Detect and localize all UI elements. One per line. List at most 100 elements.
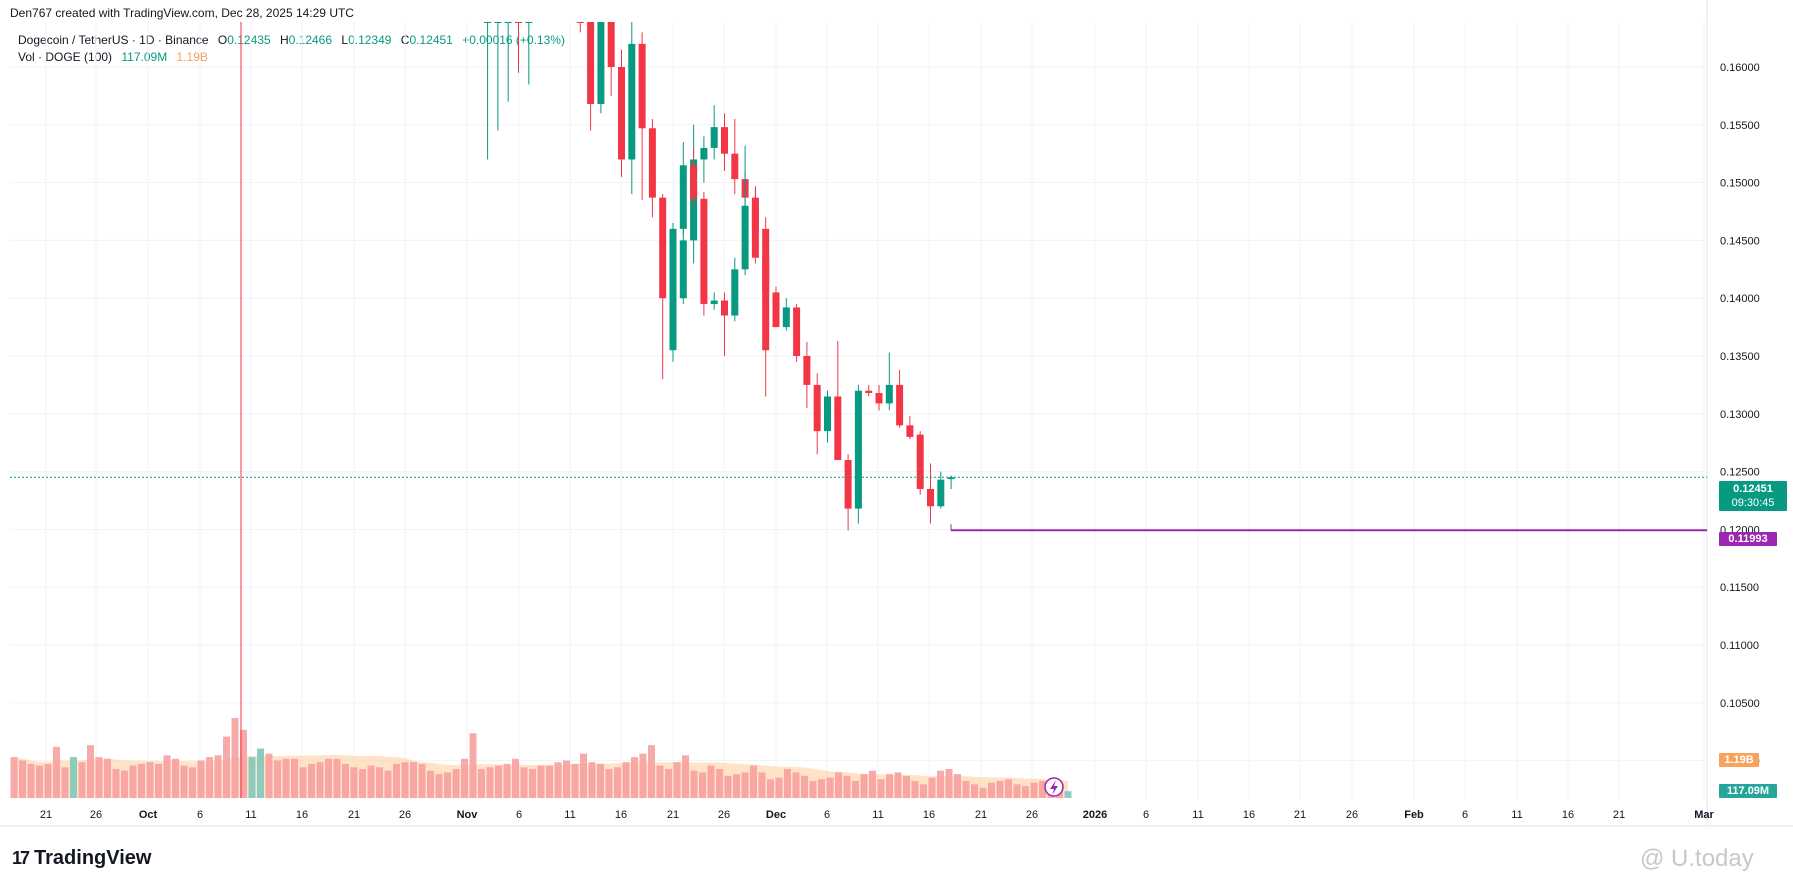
volume-bar	[614, 767, 621, 798]
volume-bar	[265, 753, 273, 798]
volume-bar	[155, 763, 162, 798]
volume-bar	[886, 774, 893, 798]
volume-bar	[818, 779, 825, 798]
volume-bar	[699, 772, 706, 798]
candle-body	[731, 153, 739, 180]
x-tick-label: Mar	[1694, 809, 1714, 821]
volume-bar	[512, 758, 519, 798]
volume-bar	[860, 774, 868, 798]
close-value: 0.12451	[409, 33, 453, 47]
volume-bar	[36, 765, 43, 798]
volume-bar	[231, 717, 239, 798]
volume-bar	[418, 763, 426, 798]
low-label: L	[341, 33, 349, 47]
volume-bar	[342, 763, 349, 798]
x-tick-label: 6	[516, 809, 522, 821]
x-tick-label: 21	[667, 809, 679, 821]
volume-bar	[648, 745, 655, 798]
candle-body	[896, 384, 904, 426]
x-tick-label: Oct	[139, 809, 158, 821]
volume-bar	[775, 777, 783, 798]
volume-bar	[223, 736, 230, 798]
volume-bar	[333, 758, 341, 798]
high-value: 0.12466	[288, 33, 333, 47]
volume-bar	[733, 774, 740, 798]
candle-body	[937, 479, 945, 507]
volume-bar	[843, 775, 851, 798]
candle-body	[772, 292, 780, 328]
candle-body	[659, 197, 667, 299]
lightning-bolt-icon	[1050, 780, 1058, 795]
volume-bar	[563, 760, 570, 798]
volume-bar	[350, 767, 358, 798]
candle-body	[525, 22, 533, 23]
volume-tag: 117.09M	[1719, 784, 1777, 798]
x-tick-label: 6	[824, 809, 830, 821]
x-tick-label: 16	[1243, 809, 1255, 821]
candle-body	[844, 460, 852, 509]
candle-body	[587, 22, 595, 104]
volume-bar	[945, 769, 953, 798]
x-tick-label: 26	[718, 809, 730, 821]
candle-body	[906, 425, 914, 437]
x-tick-label: 21	[348, 809, 360, 821]
x-tick-label: 21	[1613, 809, 1625, 821]
volume-bar	[435, 774, 443, 798]
candle-body	[731, 269, 739, 316]
volume-bar	[546, 765, 553, 798]
candle-body	[751, 205, 759, 258]
candle-body	[885, 384, 893, 404]
x-tick-label: 26	[90, 809, 102, 821]
candle-body	[865, 390, 873, 393]
volume-bar	[112, 769, 120, 798]
volume-bar	[452, 769, 460, 798]
candle-body	[762, 257, 770, 293]
volume-value: 117.09M	[121, 50, 168, 64]
y-tick-label: 0.15500	[1720, 120, 1760, 132]
volume-label[interactable]: Vol · DOGE (100)	[18, 50, 113, 64]
candle-body	[875, 392, 883, 404]
x-tick-label: 2026	[1083, 809, 1107, 821]
y-tick-label: 0.11000	[1720, 640, 1759, 652]
volume-bar	[248, 757, 256, 798]
x-tick-label: Nov	[457, 809, 479, 821]
volume-bar	[384, 770, 392, 798]
volume-bar	[571, 763, 579, 798]
volume-bar	[877, 779, 885, 798]
candle-body	[700, 147, 708, 160]
volume-bar	[240, 729, 247, 798]
volume-bar	[809, 780, 817, 798]
tradingview-logo[interactable]: 17 TradingView	[12, 847, 151, 870]
volume-bar	[138, 763, 145, 798]
x-tick-label: 16	[296, 809, 308, 821]
volume-bar	[937, 770, 944, 798]
volume-bar	[410, 762, 417, 798]
volume-bar	[486, 767, 494, 798]
y-tick-label: 0.13000	[1720, 409, 1760, 421]
volume-bar	[673, 762, 681, 798]
candle-body	[504, 22, 512, 23]
candle-body	[669, 228, 677, 351]
candle-body	[690, 165, 698, 199]
y-tick-label: 0.15000	[1720, 178, 1760, 190]
volume-bar	[401, 762, 409, 798]
x-tick-label: 21	[40, 809, 52, 821]
volume-bar	[53, 746, 60, 798]
volume-bar	[758, 772, 766, 798]
volume-bar	[172, 758, 179, 798]
volume-bar	[104, 758, 111, 798]
x-tick-label: Dec	[766, 809, 786, 821]
volume-bar	[639, 753, 647, 798]
volume-bar	[580, 753, 587, 798]
volume-bar	[393, 763, 400, 798]
y-tick-label: 0.14500	[1720, 235, 1760, 247]
symbol-name[interactable]: Dogecoin / TetherUS · 1D · Binance	[18, 33, 209, 47]
x-tick-label: 6	[197, 809, 203, 821]
volume-bar	[920, 784, 927, 798]
high-label: H	[279, 33, 289, 47]
volume-bar	[835, 772, 842, 798]
candle-body	[916, 434, 924, 489]
x-tick-label: 26	[399, 809, 411, 821]
x-tick-label: 16	[1562, 809, 1574, 821]
